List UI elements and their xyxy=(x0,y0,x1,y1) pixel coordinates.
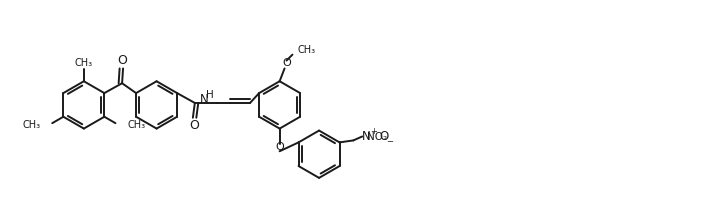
Text: O: O xyxy=(189,119,199,132)
Text: +: + xyxy=(370,127,377,136)
Text: O: O xyxy=(379,130,388,143)
Text: N: N xyxy=(362,130,371,143)
Text: CH₃: CH₃ xyxy=(297,45,316,55)
Text: CH₃: CH₃ xyxy=(75,58,93,68)
Text: O: O xyxy=(117,54,127,67)
Text: CH₃: CH₃ xyxy=(127,120,145,130)
Text: −: − xyxy=(386,137,393,146)
Text: H: H xyxy=(206,90,214,100)
Text: O: O xyxy=(282,58,291,68)
Text: CH₃: CH₃ xyxy=(22,120,40,130)
Text: O: O xyxy=(275,142,284,152)
Text: NO₂: NO₂ xyxy=(367,132,387,142)
Text: N: N xyxy=(200,93,209,107)
